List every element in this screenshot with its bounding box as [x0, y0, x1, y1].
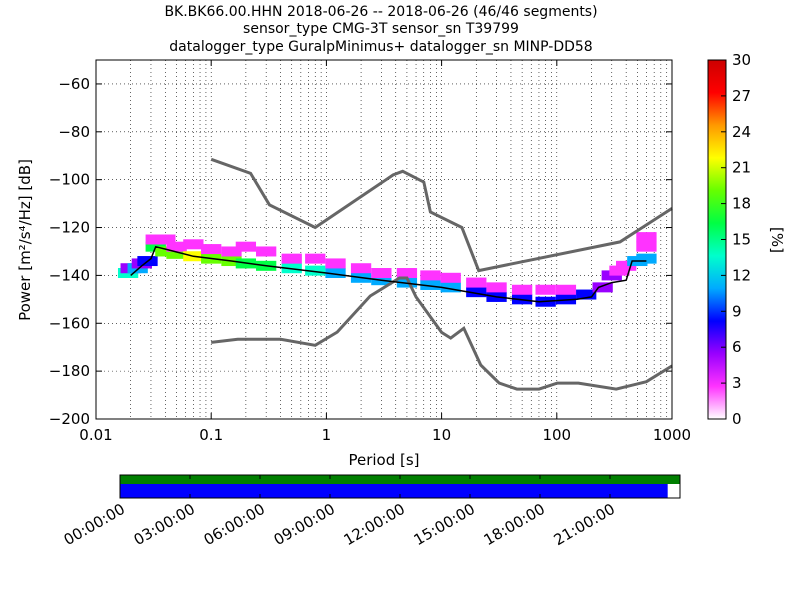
timeline-tick-label: 03:00:00 [131, 500, 198, 549]
noise-model-low-line [211, 276, 673, 391]
timeline-tick-label: 18:00:00 [481, 500, 548, 549]
density-cell [636, 232, 657, 243]
density-cell [235, 241, 257, 252]
colorbar-tick-label: 15 [732, 231, 751, 249]
timeline-tick-label: 15:00:00 [411, 500, 478, 549]
y-tick-label: −160 [49, 314, 90, 332]
colorbar-tick-label: 18 [732, 195, 751, 213]
psd-coverage-bar [120, 484, 668, 498]
timeline-coverage: 00:00:00 03:00:00 06:00:00 09:00:00 12:00:00… [61, 474, 681, 549]
colorbar-tick-label: 30 [732, 51, 751, 69]
mode-line [130, 245, 647, 303]
density-cell [281, 253, 302, 264]
density-cell [155, 234, 176, 245]
density-cell [486, 282, 507, 293]
density-cell [636, 241, 657, 252]
y-tick-label: −140 [49, 266, 90, 284]
timeline-tick-label: 21:00:00 [551, 500, 618, 549]
density-cell [325, 268, 346, 279]
density-cell [555, 284, 577, 295]
density-cell [466, 277, 487, 288]
density-cell [592, 282, 613, 293]
density-cell [535, 284, 556, 295]
x-tick-label: 100 [542, 426, 571, 444]
x-tick-label: 0.01 [79, 426, 112, 444]
x-tick-label: 0.1 [199, 426, 223, 444]
density-cell [420, 270, 441, 281]
density-cell [396, 268, 418, 279]
density-cell [350, 263, 372, 274]
x-ticks: 0.01 0.1 1 10 100 1000 [79, 60, 691, 444]
density-cell [155, 246, 176, 257]
density-cell [305, 265, 326, 276]
colorbar-tick-label: 24 [732, 123, 751, 141]
density-cell [183, 239, 204, 250]
data-coverage-bar [120, 475, 680, 484]
y-tick-label: −60 [58, 75, 90, 93]
x-tick-label: 1000 [653, 426, 691, 444]
y-ticks: −60 −80 −100 −120 −140 −160 −180 −200 [49, 75, 672, 428]
noise-model-high-line [210, 157, 673, 273]
density-cell [166, 248, 187, 259]
chart-title-line-1: BK.BK66.00.HHN 2018-06-26 -- 2018-06-26 … [164, 4, 597, 20]
y-tick-label: −100 [49, 171, 90, 189]
chart-title-line-3: datalogger_type GuralpMinimus+ datalogge… [169, 39, 592, 55]
chart-title-line-2: sensor_type CMG-3T sensor_sn T39799 [243, 21, 519, 37]
density-cell [166, 241, 187, 252]
density-cell [221, 246, 242, 257]
density-cell [466, 287, 487, 298]
colorbar-ticks: 0 3 6 9 12 15 18 21 24 27 30 [721, 51, 751, 428]
density-cell [440, 272, 461, 283]
colorbar-tick-label: 6 [732, 338, 742, 356]
timeline-tick-label: 00:00:00 [61, 500, 128, 549]
density-cell [616, 260, 637, 271]
x-axis-label: Period [s] [348, 451, 419, 469]
colorbar-tick-label: 3 [732, 374, 742, 392]
density-cell [325, 258, 346, 269]
y-tick-label: −80 [58, 123, 90, 141]
x-tick-label: 1 [322, 426, 332, 444]
y-tick-label: −180 [49, 362, 90, 380]
colorbar-tick-label: 27 [732, 87, 751, 105]
density-cell [305, 253, 326, 264]
timeline-tick-label: 09:00:00 [271, 500, 338, 549]
density-cell [201, 244, 222, 255]
colorbar-label: [%] [768, 227, 786, 253]
colorbar-tick-label: 21 [732, 159, 751, 177]
density-cell [420, 279, 441, 290]
colorbar-tick-label: 12 [732, 266, 751, 284]
density-cell [371, 268, 392, 279]
x-tick-label: 10 [432, 426, 451, 444]
y-tick-label: −200 [49, 410, 90, 428]
density-cell [440, 282, 461, 293]
colorbar-tick-label: 9 [732, 302, 742, 320]
density-cell [576, 289, 597, 300]
colorbar-tick-label: 0 [732, 410, 742, 428]
timeline-tick-label: 12:00:00 [341, 500, 408, 549]
y-axis-label: Power [m²/s⁴/Hz] [dB] [16, 159, 34, 321]
timeline-tick-label: 06:00:00 [201, 500, 268, 549]
density-cell [256, 246, 277, 257]
density-cell [511, 284, 533, 295]
noise-models [210, 157, 673, 391]
density-cell [636, 253, 657, 264]
y-tick-label: −120 [49, 219, 90, 237]
mode-line [130, 245, 647, 303]
colorbar: 0 3 6 9 12 15 18 21 24 27 30 [%] [707, 51, 786, 428]
plot-area: 0.01 0.1 1 10 100 1000 −60 −80 −100 −120 −140 −160… [49, 59, 691, 444]
